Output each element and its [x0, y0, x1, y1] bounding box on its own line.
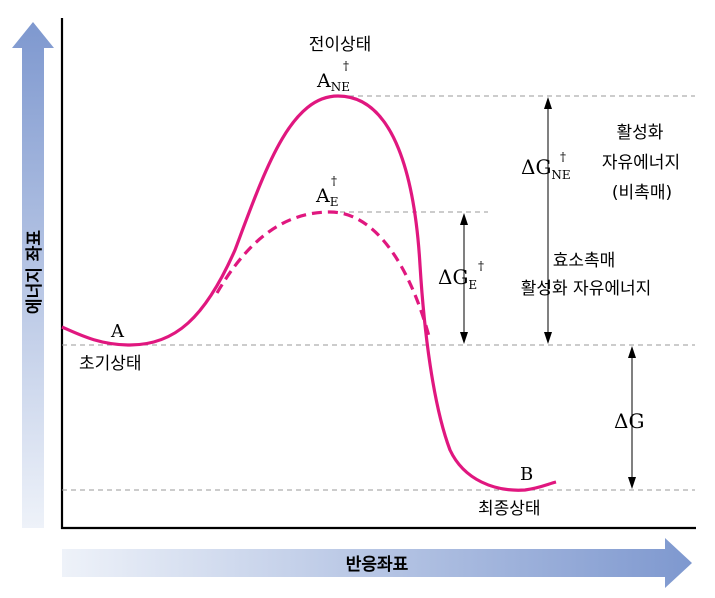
- enzyme-text-line2: 활성화 자유에너지: [521, 279, 652, 299]
- energy-axis-arrow: [12, 22, 54, 528]
- final-state-label: 최종상태: [478, 499, 541, 519]
- uncatalyzed-curve: [61, 94, 557, 492]
- dg-e-dagger: †: [478, 259, 484, 273]
- x-axis-label: 반응좌표: [346, 555, 409, 575]
- dg-ne-dagger: †: [560, 150, 566, 164]
- initial-state-label: 초기상태: [79, 354, 142, 374]
- enzyme-text-line1: 효소촉매: [553, 251, 616, 271]
- dg-arrow: [628, 346, 636, 489]
- ts-enzyme-dagger: †: [331, 174, 337, 188]
- ts-uncatalyzed-label: ANE: [316, 70, 350, 94]
- dg-label: ΔG: [614, 409, 644, 433]
- ts-enzyme-label: AE: [315, 185, 339, 209]
- initial-point-label: A: [110, 321, 125, 342]
- uncatalyzed-text-line1: 활성화: [617, 123, 664, 143]
- enzyme-curve: [215, 210, 432, 341]
- final-point-label: B: [520, 464, 533, 485]
- dg-ne-arrow: [544, 97, 552, 344]
- dg-ne-label: ΔGNE: [521, 155, 571, 182]
- reaction-axis-arrow: [62, 538, 692, 588]
- ts-uncatalyzed-dagger: †: [343, 59, 349, 73]
- dg-e-arrow: [460, 213, 468, 344]
- uncatalyzed-text-line2: 자유에너지: [602, 153, 680, 173]
- uncatalyzed-text-line3: (비촉매): [612, 183, 672, 203]
- dg-e-label: ΔGE: [438, 265, 477, 292]
- transition-state-label: 전이상태: [309, 35, 372, 55]
- y-axis-label: 에너지 좌표: [25, 230, 45, 314]
